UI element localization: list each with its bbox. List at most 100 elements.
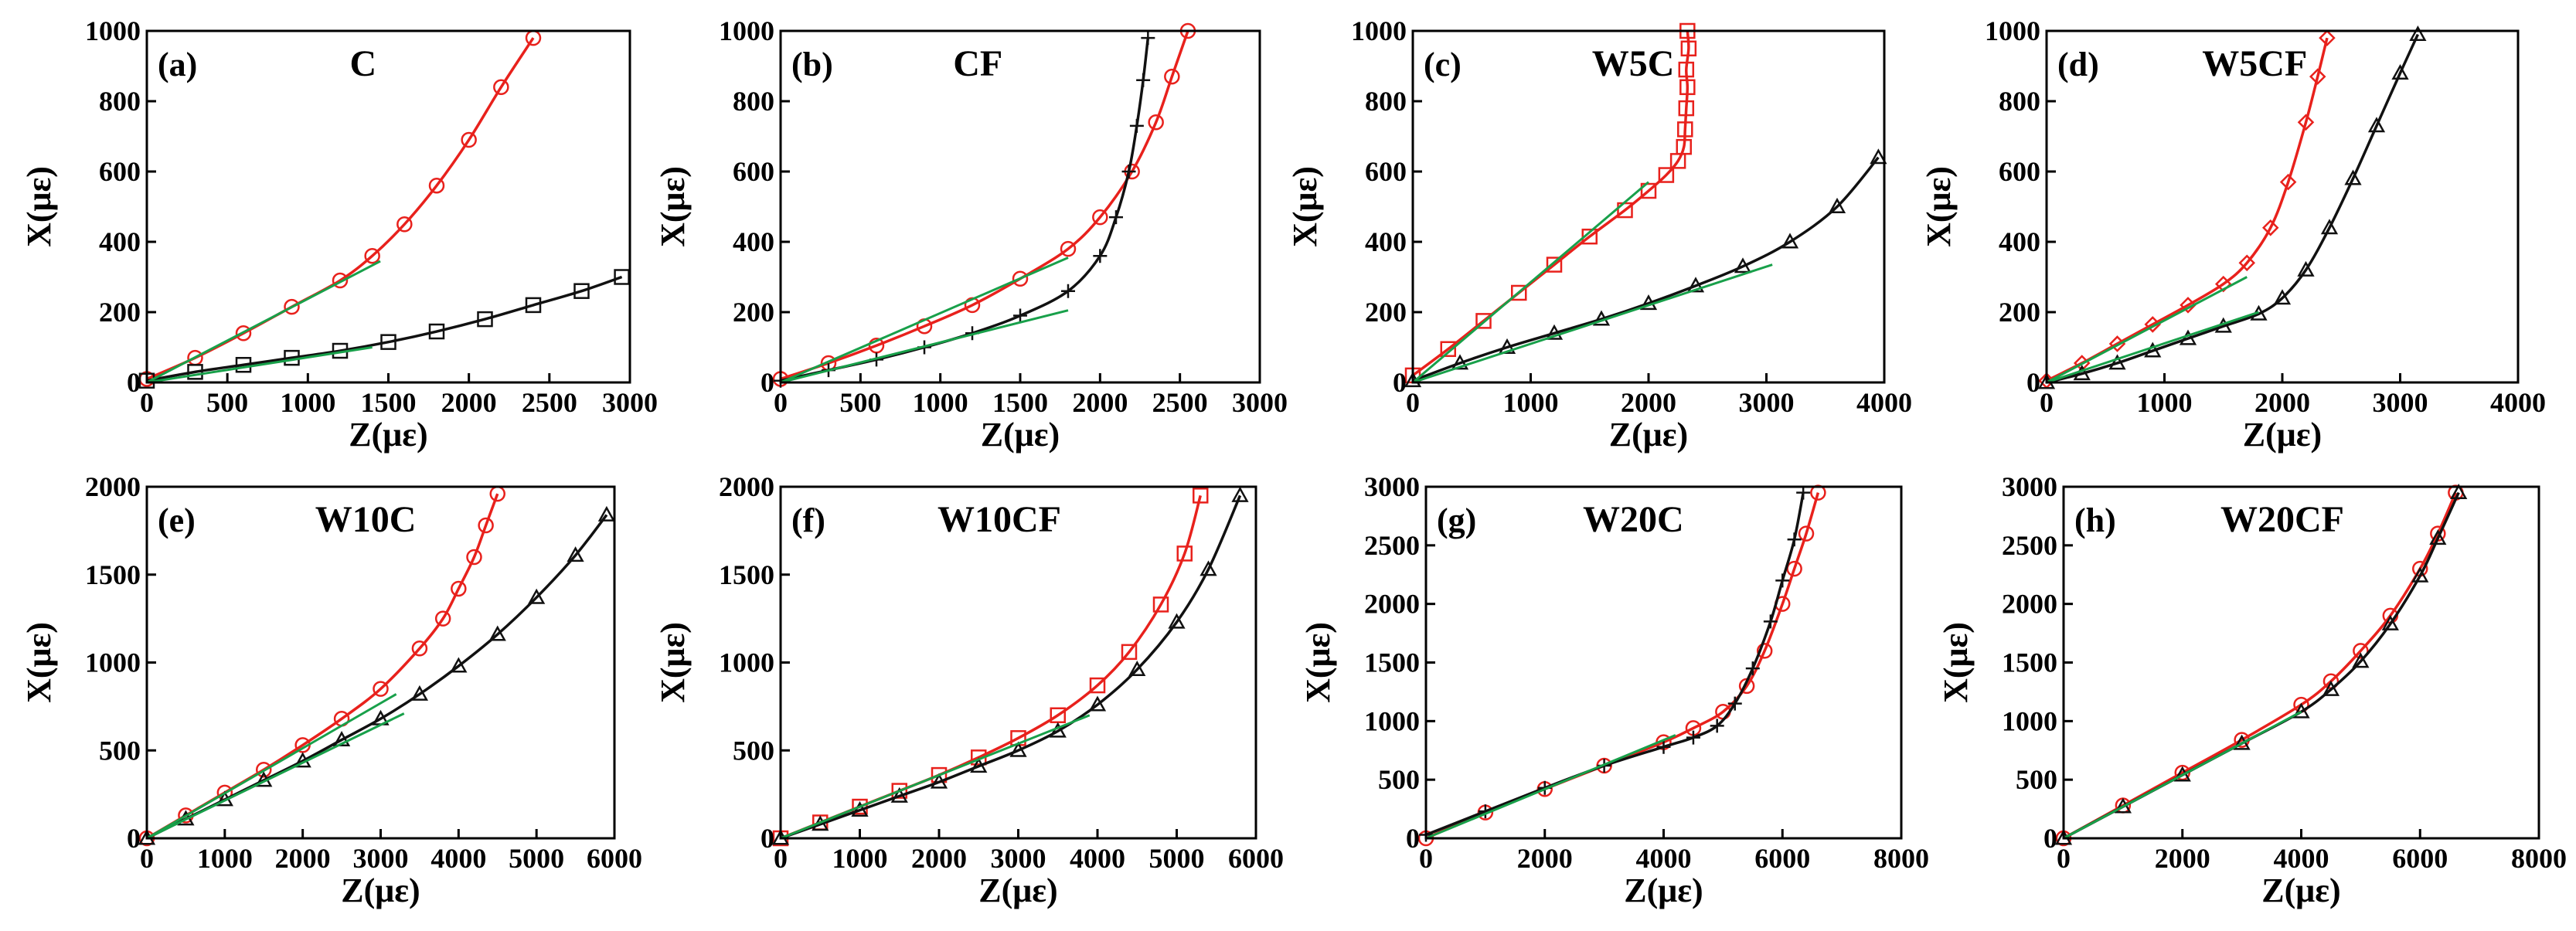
data-point <box>478 517 494 534</box>
x-tick-label: 2000 <box>911 843 967 874</box>
y-tick-label: 3000 <box>1364 471 1420 502</box>
data-point <box>1088 695 1107 712</box>
data-point <box>2261 219 2279 236</box>
y-tick-label: 1000 <box>1351 15 1407 46</box>
x-tick-label: 2000 <box>275 843 331 874</box>
data-point <box>1089 677 1106 694</box>
x-tick-label: 2000 <box>441 387 497 418</box>
data-point <box>187 364 203 380</box>
fit-line <box>1425 734 1676 840</box>
data-point <box>2144 316 2162 333</box>
series-line <box>146 37 535 381</box>
panel-d: 0 1000 2000 3000 4000 0 200 400 600 800 1000 Z(με) X… <box>1920 15 2546 454</box>
x-tick-label: 0 <box>1406 387 1420 418</box>
panel-title: W20C <box>1583 499 1684 540</box>
y-tick-label: 1000 <box>2002 705 2057 736</box>
data-point <box>1745 661 1760 676</box>
panel-title: W10CF <box>938 499 1061 540</box>
x-tick-label: 2000 <box>1517 843 1573 874</box>
fit-line <box>780 309 1069 384</box>
y-tick-label: 800 <box>733 86 774 117</box>
data-point <box>2144 341 2162 358</box>
data-point <box>1092 209 1108 226</box>
plot-frame <box>145 29 631 384</box>
y-tick-label: 2500 <box>2002 530 2057 561</box>
x-axis-label: Z(με) <box>1609 416 1688 454</box>
data-point <box>411 640 428 657</box>
y-tick-label: 0 <box>1393 367 1407 398</box>
fit-line <box>2046 276 2248 384</box>
data-point <box>1451 354 1469 370</box>
data-point <box>1440 341 1456 358</box>
data-point <box>1787 532 1802 547</box>
x-tick-label: 2500 <box>522 387 577 418</box>
data-point <box>1109 210 1123 225</box>
fit-line <box>2046 311 2259 384</box>
data-point <box>1546 257 1563 273</box>
y-tick-label: 1500 <box>85 559 141 590</box>
x-tick-label: 1000 <box>280 387 335 418</box>
data-point <box>1200 560 1217 576</box>
series-line <box>1425 492 1820 840</box>
data-point <box>1775 573 1790 588</box>
fit-line <box>2063 710 2302 840</box>
y-tick-label: 2000 <box>85 471 141 502</box>
data-point <box>2319 29 2336 46</box>
x-tick-label: 4000 <box>1070 843 1125 874</box>
series-3 <box>146 712 405 840</box>
y-tick-label: 1000 <box>1364 705 1420 736</box>
series-0 <box>138 485 505 847</box>
data-point <box>851 801 869 817</box>
data-point <box>396 216 413 233</box>
data-point <box>1148 114 1164 131</box>
series-2 <box>780 714 1091 840</box>
data-point <box>1678 61 1695 78</box>
data-point <box>1176 545 1193 562</box>
data-point <box>2450 484 2468 500</box>
data-point <box>890 787 908 803</box>
series-line <box>2063 491 2460 840</box>
series-3 <box>2046 311 2259 384</box>
data-point <box>1128 661 1146 677</box>
x-tick-label: 0 <box>774 387 788 418</box>
series-1 <box>774 31 1155 388</box>
x-tick-label: 5000 <box>509 843 564 874</box>
panel-g: 0 2000 4000 6000 8000 0 500 1000 1500 2000 2500 300… <box>1299 471 1929 909</box>
data-point <box>573 283 590 299</box>
x-axis-label: Z(με) <box>2261 872 2340 909</box>
data-point <box>461 131 477 148</box>
data-point <box>597 505 616 522</box>
data-point <box>1680 40 1697 56</box>
y-tick-label: 200 <box>1365 297 1407 328</box>
y-tick-label: 2000 <box>1364 589 1420 620</box>
data-point <box>2409 25 2427 41</box>
x-tick-label: 4000 <box>430 843 486 874</box>
y-tick-label: 600 <box>733 156 774 187</box>
data-point <box>1686 730 1700 745</box>
y-axis-label: X(με) <box>1920 166 1958 247</box>
series-line <box>2046 33 2419 384</box>
data-point <box>930 773 948 789</box>
x-tick-label: 2000 <box>2254 387 2310 418</box>
data-point <box>1009 741 1027 757</box>
x-axis-label: Z(με) <box>1624 872 1703 909</box>
series-2 <box>146 260 381 384</box>
data-point <box>373 681 389 697</box>
y-tick-label: 800 <box>99 86 141 117</box>
x-tick-label: 1000 <box>913 387 968 418</box>
x-tick-label: 3000 <box>2373 387 2428 418</box>
y-axis-label: X(με) <box>20 166 58 247</box>
data-point <box>2279 173 2297 191</box>
series-line <box>1412 156 1880 382</box>
x-tick-label: 4000 <box>1856 387 1912 418</box>
panel-letter: (e) <box>158 501 196 539</box>
data-point <box>2309 68 2326 85</box>
series-2 <box>2046 276 2248 384</box>
data-point <box>451 580 467 597</box>
data-point <box>2273 289 2292 305</box>
y-tick-label: 1000 <box>719 647 774 678</box>
data-point <box>1061 284 1075 298</box>
series-line <box>780 37 1150 382</box>
data-point <box>2108 335 2126 352</box>
